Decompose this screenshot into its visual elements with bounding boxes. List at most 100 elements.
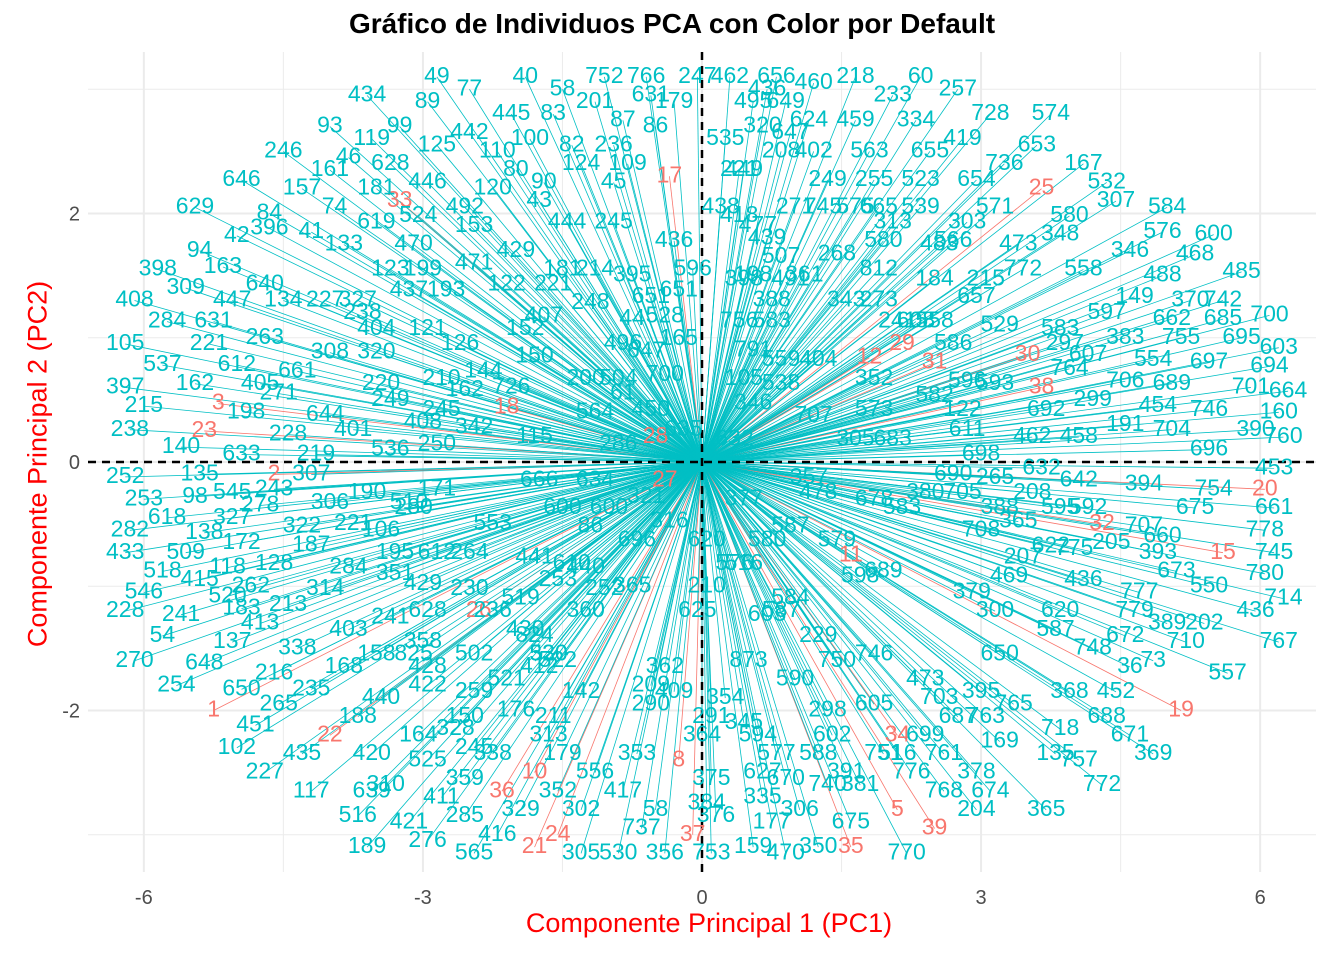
connector-line <box>176 461 703 687</box>
connector-line <box>348 461 703 631</box>
point-label: 408 <box>115 286 153 312</box>
connector-line <box>701 461 1000 742</box>
connector-line <box>701 461 1228 674</box>
connector-line <box>325 300 703 463</box>
connector-line <box>701 399 1093 463</box>
connector-line <box>701 461 745 723</box>
connector-line <box>701 461 1061 509</box>
x-tick-label: 3 <box>976 887 987 909</box>
point-label: 437 <box>390 276 428 302</box>
connector-line <box>701 126 763 463</box>
connector-line <box>678 338 703 463</box>
point-label: 378 <box>957 758 995 784</box>
point-label: 381 <box>841 770 879 796</box>
connector-line <box>678 461 703 761</box>
point-label: 745 <box>804 192 842 218</box>
point-label: 250 <box>418 430 456 456</box>
point-label: 100 <box>511 124 549 150</box>
point-label: 557 <box>1208 658 1246 684</box>
point-label: 765 <box>994 689 1032 715</box>
connector-line <box>441 378 703 463</box>
point-label: 310 <box>367 770 405 796</box>
connector-line <box>669 461 703 522</box>
point-label: 462 <box>1013 422 1051 448</box>
point-label: 454 <box>1139 391 1178 417</box>
point-label: 612 <box>218 350 256 376</box>
connector-line <box>701 461 763 773</box>
point-label: 752 <box>585 62 623 88</box>
point-label: 15 <box>1210 538 1236 564</box>
connector-line <box>427 461 703 612</box>
point-label: 539 <box>901 192 939 218</box>
connector-line <box>534 356 703 463</box>
connector-line <box>701 461 1154 662</box>
point-label: 708 <box>962 515 1000 541</box>
connector-line <box>641 461 703 829</box>
connector-line <box>701 461 735 565</box>
point-label: 346 <box>1111 236 1149 262</box>
x-axis-label: Componente Principal 1 (PC1) <box>525 908 893 938</box>
connector-line <box>325 461 703 590</box>
point-label: 221 <box>334 509 372 535</box>
point-label: 775 <box>1055 534 1093 560</box>
connector-line <box>701 461 768 615</box>
point-label: 642 <box>1060 466 1098 492</box>
point-label: 38 <box>1029 373 1055 399</box>
connector-line <box>427 461 703 761</box>
connector-line <box>618 444 703 463</box>
point-label: 412 <box>520 652 558 678</box>
point-label: 384 <box>687 789 726 815</box>
point-label: 755 <box>1162 323 1200 349</box>
connector-line <box>525 328 703 463</box>
connector-line <box>232 461 703 519</box>
connector-line <box>413 461 703 655</box>
point-label: 230 <box>450 574 488 600</box>
point-label: 5 <box>891 795 904 821</box>
point-label: 763 <box>967 702 1005 728</box>
point-label: 587 <box>771 512 809 538</box>
point-label: 307 <box>1097 186 1135 212</box>
point-label: 449 <box>725 155 763 181</box>
point-label: 495 <box>734 87 772 113</box>
connector-line <box>408 290 703 463</box>
connector-line <box>701 461 787 779</box>
connector-line <box>701 436 1033 463</box>
point-label: 521 <box>487 665 525 691</box>
point-label: 238 <box>111 415 149 441</box>
connector-line <box>701 76 921 463</box>
point-label: 228 <box>106 596 144 622</box>
point-label: 428 <box>408 652 446 678</box>
point-label: 873 <box>729 646 767 672</box>
point-label: 60 <box>908 62 934 88</box>
connector-line <box>701 300 880 463</box>
connector-line <box>353 429 703 463</box>
point-label: 305 <box>562 838 600 864</box>
point-label: 117 <box>293 776 330 802</box>
point-label: 558 <box>915 307 953 333</box>
connector-line <box>701 461 838 541</box>
connector-segments <box>125 76 1289 854</box>
point-label: 30 <box>1015 340 1041 366</box>
point-label: 736 <box>985 149 1023 175</box>
point-label: 351 <box>376 559 414 585</box>
point-label: 305 <box>836 425 874 451</box>
connector-line <box>701 215 1070 463</box>
connector-line <box>273 461 703 565</box>
point-label: 460 <box>794 68 832 94</box>
point-label: 627 <box>743 758 781 784</box>
point-label: 184 <box>915 264 954 290</box>
point-label: 603 <box>1260 333 1298 359</box>
connector-line <box>227 461 703 568</box>
point-label: 580 <box>1050 201 1088 227</box>
connector-line <box>701 461 963 494</box>
point-label: 241 <box>371 602 409 628</box>
point-label: 546 <box>125 578 163 604</box>
point-label: 2 <box>268 460 281 486</box>
connector-line <box>515 250 703 463</box>
point-label: 263 <box>246 323 284 349</box>
connector-line <box>232 461 703 643</box>
point-label: 34 <box>885 720 911 746</box>
point-label: 120 <box>473 174 511 200</box>
point-label: 564 <box>576 397 615 423</box>
connector-line <box>380 383 703 463</box>
